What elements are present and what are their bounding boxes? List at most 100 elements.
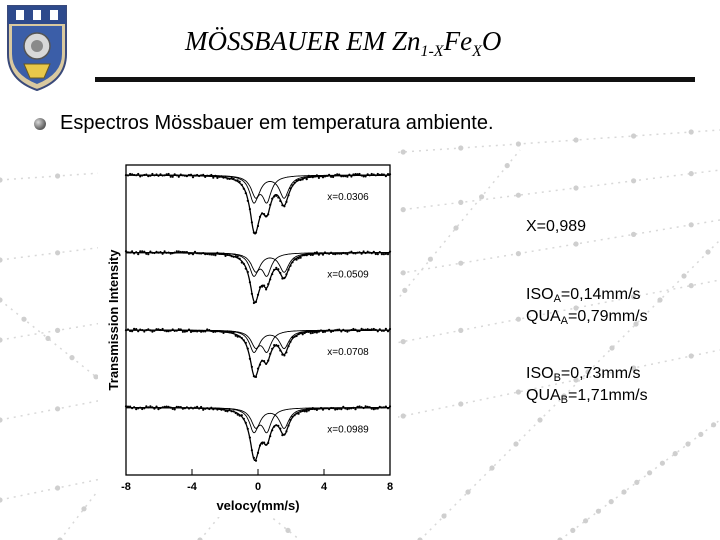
data-point: [319, 252, 323, 255]
x-axis-label: velocy(mm/s): [216, 498, 299, 513]
title-underline: [95, 77, 695, 82]
data-point: [240, 261, 243, 264]
data-point: [364, 405, 367, 408]
data-point: [380, 173, 383, 176]
qua-a-line: QUAA=0,79mm/s: [526, 308, 648, 327]
data-point: [376, 407, 379, 410]
data-point: [187, 407, 191, 410]
data-point: [185, 175, 188, 178]
data-point: [204, 330, 207, 333]
data-point: [143, 407, 146, 410]
fit-parameters: X=0,989 ISOA=0,14mm/s QUAA=0,79mm/s ISOB…: [526, 218, 648, 409]
x-tick-label: 0: [255, 481, 261, 493]
data-point: [321, 330, 325, 334]
data-point: [139, 175, 142, 178]
data-point: [378, 328, 381, 331]
data-point: [145, 329, 148, 332]
data-point: [248, 281, 251, 284]
data-point: [129, 329, 132, 333]
data-point: [263, 284, 266, 287]
data-point: [238, 257, 241, 260]
data-point: [234, 411, 237, 415]
data-point: [242, 262, 245, 265]
data-point: [295, 258, 298, 261]
data-point: [165, 251, 168, 254]
data-point: [283, 205, 286, 208]
data-point: [313, 331, 316, 334]
data-point: [342, 405, 345, 408]
data-point: [287, 194, 290, 197]
data-point: [216, 408, 219, 411]
data-point: [307, 252, 310, 255]
data-point: [256, 224, 260, 228]
data-point: [299, 410, 302, 413]
data-point: [171, 175, 174, 178]
data-point: [380, 406, 383, 409]
data-point: [261, 442, 264, 445]
data-point: [196, 405, 199, 408]
data-point: [277, 268, 280, 271]
data-point: [181, 330, 184, 333]
data-point: [293, 258, 296, 261]
data-point: [350, 175, 353, 178]
subspectrum-b-line: [126, 329, 390, 350]
data-point: [330, 175, 333, 178]
data-point: [202, 173, 205, 176]
data-point: [340, 175, 343, 178]
data-point: [321, 253, 325, 256]
data-point: [236, 335, 239, 338]
data-point: [202, 330, 205, 333]
data-point: [344, 329, 347, 332]
data-point: [386, 253, 390, 256]
data-point: [173, 408, 176, 411]
data-point: [275, 424, 278, 427]
data-point: [175, 174, 178, 177]
data-point: [321, 176, 325, 179]
data-point: [332, 329, 335, 333]
data-point: [126, 251, 130, 254]
data-point: [289, 418, 292, 422]
data-point: [129, 405, 132, 408]
data-point: [167, 172, 170, 176]
data-point: [171, 407, 174, 410]
data-point: [338, 407, 341, 410]
data-point: [210, 253, 213, 256]
data-point: [382, 406, 385, 409]
data-point: [248, 357, 251, 360]
x-tick-label: -4: [187, 481, 198, 493]
data-point: [183, 407, 186, 410]
data-point: [269, 203, 272, 206]
data-point: [153, 407, 156, 410]
data-point: [313, 408, 316, 411]
data-point: [189, 330, 193, 333]
slide-title: MÖSSBAUER EM Zn1-XFeXO: [185, 26, 502, 60]
data-point: [289, 340, 292, 343]
data-point: [336, 173, 339, 176]
data-point: [352, 252, 355, 255]
data-point: [159, 173, 162, 176]
data-point: [240, 414, 243, 417]
data-point: [145, 252, 148, 255]
data-point: [254, 300, 258, 303]
data-point: [135, 174, 138, 177]
data-point: [254, 459, 258, 462]
data-point: [330, 406, 333, 410]
data-point: [267, 441, 270, 445]
data-point: [338, 328, 341, 331]
data-point: [311, 331, 314, 334]
data-point: [124, 250, 128, 253]
data-point: [311, 253, 314, 256]
data-point: [248, 208, 251, 211]
data-point: [212, 330, 215, 333]
data-point: [204, 175, 207, 178]
data-point: [303, 254, 306, 257]
data-point: [131, 330, 134, 333]
data-point: [346, 253, 349, 256]
data-point: [348, 329, 351, 332]
data-point: [141, 250, 144, 253]
data-point: [382, 329, 385, 332]
data-point: [273, 195, 276, 198]
data-point: [344, 407, 347, 410]
data-point: [366, 328, 369, 331]
data-point: [250, 292, 253, 295]
